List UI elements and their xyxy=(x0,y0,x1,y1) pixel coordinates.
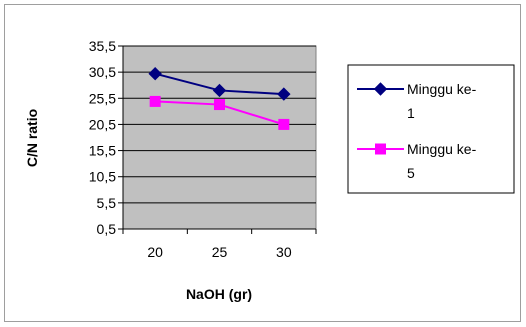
y-tick-label: 25,5 xyxy=(89,90,116,106)
series-1-point xyxy=(277,87,291,101)
series-2-point xyxy=(214,99,225,111)
series-2-point xyxy=(278,118,290,130)
y-tick-label: 35,5 xyxy=(89,38,116,54)
legend: Minggu ke- 1 Minggu ke- 5 xyxy=(347,64,515,194)
legend-marker-2 xyxy=(375,143,386,155)
legend-label-1: Minggu ke- xyxy=(407,81,477,97)
series-1-point xyxy=(212,83,227,98)
legend-marker-1 xyxy=(373,82,388,96)
legend-box xyxy=(347,64,515,194)
y-axis-title: C/N ratio xyxy=(24,109,40,167)
y-tick-label: 30,5 xyxy=(89,64,116,80)
series-layer xyxy=(148,67,291,130)
y-tick-label: 10,5 xyxy=(89,169,116,185)
x-axis: 20 25 30 xyxy=(122,228,317,260)
series-2-point xyxy=(149,95,161,107)
y-tick-label: 5,5 xyxy=(97,195,117,211)
x-tick-label: 25 xyxy=(212,244,228,260)
x-tick-label: 20 xyxy=(147,244,163,260)
x-axis-title: NaOH (gr) xyxy=(186,286,252,302)
x-tick-label: 30 xyxy=(276,244,292,260)
y-tick-label: 20,5 xyxy=(89,116,116,132)
y-tick-label: 15,5 xyxy=(89,143,116,159)
y-axis: 0,5 5,5 10,5 15,5 20,5 25,5 30,5 35,5 xyxy=(89,38,124,237)
legend-label-2: 5 xyxy=(407,165,415,181)
legend-label-1: 1 xyxy=(407,105,415,121)
y-tick-label: 0,5 xyxy=(97,221,117,237)
legend-label-2: Minggu ke- xyxy=(407,141,477,157)
series-1-point xyxy=(148,67,162,81)
